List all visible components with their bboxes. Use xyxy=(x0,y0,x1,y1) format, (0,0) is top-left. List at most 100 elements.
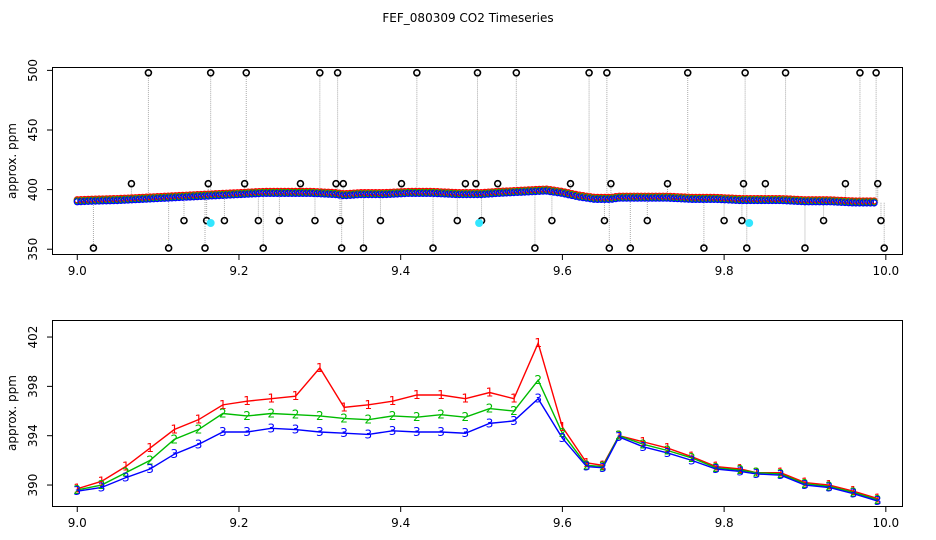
bottom-series-1-marker: 1 xyxy=(736,462,744,476)
bottom-series-2-line xyxy=(77,378,878,501)
top-baseline-point xyxy=(201,192,209,200)
top-baseline-point xyxy=(342,192,351,200)
top-flag-point xyxy=(254,216,263,225)
top-baseline-point xyxy=(77,198,85,206)
top-baseline-point xyxy=(190,193,198,201)
bottom-series-2-marker: 2 xyxy=(146,453,154,467)
top-flag-point xyxy=(720,216,728,225)
top-flag-point xyxy=(259,244,268,252)
bottom-plot-frame xyxy=(52,320,903,507)
top-baseline-point xyxy=(99,197,107,205)
bottom-series-1-marker: 1 xyxy=(437,388,445,402)
top-baseline-point xyxy=(324,190,332,198)
top-baseline-point xyxy=(106,197,114,205)
bottom-series-2-marker: 2 xyxy=(195,423,203,437)
bottom-series-1-marker: 1 xyxy=(583,456,591,470)
top-baseline-point xyxy=(241,190,249,198)
bottom-series-3-marker: 3 xyxy=(170,447,178,461)
bottom-series-1-marker: 1 xyxy=(534,336,542,350)
top-baseline-point xyxy=(488,190,496,198)
top-baseline-point xyxy=(659,194,667,202)
top-baseline-point xyxy=(131,196,140,204)
top-flag-point xyxy=(873,179,882,188)
bottom-y-axis-label: approx. ppm xyxy=(5,375,19,451)
bottom-series-3-marker: 3 xyxy=(801,478,809,492)
bottom-series-1-marker: 1 xyxy=(688,450,696,464)
bottom-series-1-marker: 1 xyxy=(801,476,809,490)
bottom-series-2-marker: 2 xyxy=(365,413,373,427)
top-baseline-point xyxy=(84,197,92,205)
top-baseline-point xyxy=(688,195,696,203)
bottom-x-axis: 9.0 9.2 9.4 9.6 9.8 10.0 xyxy=(68,506,899,530)
top-baseline-point xyxy=(805,198,813,206)
bottom-series-2-marker: 2 xyxy=(462,410,470,424)
bottom-series-2-marker: 2 xyxy=(437,408,445,422)
bottom-series-2-marker: 2 xyxy=(413,410,421,424)
top-baseline-point xyxy=(663,194,671,202)
top-baseline-point xyxy=(102,197,110,205)
top-flag-point xyxy=(801,244,809,252)
bottom-y-tick-label: 402 xyxy=(26,326,40,349)
top-flag-point xyxy=(316,68,324,77)
top-baseline-point xyxy=(841,198,849,207)
top-baseline-point xyxy=(743,196,751,205)
bottom-series-1-marker: 1 xyxy=(413,388,421,402)
top-baseline-point xyxy=(120,196,129,204)
top-baseline-point xyxy=(211,192,220,200)
top-plot-frame xyxy=(52,67,903,255)
top-baseline-point xyxy=(437,190,445,198)
top-flag-point xyxy=(332,179,340,188)
top-baseline-point xyxy=(175,193,183,202)
top-baseline-point xyxy=(339,192,347,200)
top-baseline-point xyxy=(150,195,158,203)
top-panel-data xyxy=(73,68,889,252)
top-baseline-point xyxy=(233,191,241,199)
bottom-series-1-marker: 1 xyxy=(850,484,858,498)
top-baseline-point xyxy=(95,197,103,205)
bottom-series-1-marker: 1 xyxy=(243,394,251,408)
top-baseline-point xyxy=(310,189,318,198)
bottom-series-3-marker: 3 xyxy=(267,421,275,435)
top-baseline-point xyxy=(372,191,380,199)
bottom-series-3-marker: 3 xyxy=(437,425,445,439)
top-x-axis: 9.0 9.2 9.4 9.6 9.8 10.0 xyxy=(68,254,899,278)
top-flag-point xyxy=(397,179,406,188)
top-baseline-point xyxy=(815,198,824,206)
bottom-series-2-marker: 2 xyxy=(98,478,106,492)
top-baseline-point xyxy=(397,190,405,198)
top-baseline-point xyxy=(772,196,780,205)
top-baseline-point xyxy=(583,194,591,202)
top-flag-point xyxy=(739,179,748,188)
top-flag-point xyxy=(201,244,209,252)
bottom-series-1-marker: 1 xyxy=(825,478,833,492)
top-baseline-point xyxy=(219,191,227,200)
top-flag-point xyxy=(738,216,746,225)
top-baseline-point xyxy=(259,189,267,198)
bottom-series-1-marker: 1 xyxy=(98,474,106,488)
top-baseline-point xyxy=(652,194,660,202)
top-baseline-point xyxy=(222,191,231,199)
top-baseline-point xyxy=(506,189,514,197)
bottom-series-2-marker: 2 xyxy=(486,402,494,416)
top-cyan-point xyxy=(206,219,215,227)
bottom-series-3-marker: 3 xyxy=(462,426,470,440)
top-baseline-point xyxy=(357,191,365,199)
bottom-series-3-marker: 3 xyxy=(146,462,154,476)
top-baseline-point xyxy=(834,198,842,206)
top-flag-point xyxy=(311,216,319,225)
bottom-series-3-marker: 3 xyxy=(850,487,858,501)
top-baseline-point xyxy=(579,194,587,202)
bottom-series-3-marker: 3 xyxy=(712,462,720,476)
top-baseline-point xyxy=(117,196,125,205)
top-flag-point xyxy=(376,216,385,225)
top-baseline-point xyxy=(830,198,838,206)
top-baseline-point xyxy=(466,191,474,199)
top-baseline-point xyxy=(859,199,867,207)
top-baseline-point xyxy=(855,199,864,207)
bottom-series-3-marker: 3 xyxy=(292,423,300,437)
top-baseline-point xyxy=(462,191,471,199)
top-baseline-point xyxy=(128,196,136,204)
bottom-series-1-marker: 1 xyxy=(292,389,300,403)
top-baseline-point xyxy=(160,194,169,202)
